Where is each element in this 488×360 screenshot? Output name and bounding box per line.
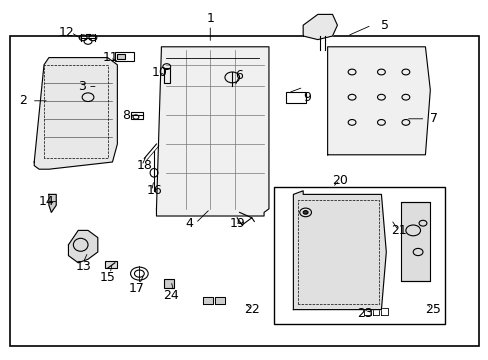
Polygon shape [68,230,98,263]
Bar [10,36,478,346]
Text: 11: 11 [102,51,118,64]
Text: 22: 22 [244,303,260,316]
Text: 4: 4 [185,217,193,230]
Bar [115,52,134,61]
Polygon shape [372,308,379,315]
Text: 17: 17 [129,282,144,294]
Text: 14: 14 [39,195,55,208]
Polygon shape [293,191,386,310]
Text: 6: 6 [234,69,242,82]
Text: 23: 23 [356,307,372,320]
Polygon shape [364,308,370,315]
Polygon shape [381,308,387,315]
Text: 3: 3 [78,80,86,93]
Polygon shape [203,297,212,304]
Polygon shape [34,58,117,169]
Bar [427,301,442,313]
Text: 25: 25 [425,303,440,316]
Text: 1: 1 [206,12,214,25]
Text: 10: 10 [151,66,167,78]
Text: 5: 5 [381,19,388,32]
Polygon shape [156,47,268,216]
Text: 7: 7 [429,112,437,125]
Polygon shape [327,47,429,155]
Bar [285,92,305,103]
Text: 20: 20 [332,174,347,186]
Bar [163,279,173,288]
Polygon shape [215,297,224,304]
Text: 16: 16 [146,184,162,197]
Text: 12: 12 [59,26,74,39]
Bar [117,54,124,59]
Text: 21: 21 [390,224,406,237]
Polygon shape [49,194,56,212]
Polygon shape [303,14,337,40]
Text: 9: 9 [303,91,310,104]
Text: 24: 24 [163,289,179,302]
Bar [131,112,143,119]
Bar [400,202,429,281]
Text: 8: 8 [122,109,130,122]
Text: 19: 19 [229,217,245,230]
Text: 18: 18 [137,159,152,172]
Ellipse shape [303,211,307,214]
Bar [105,261,117,268]
Text: 13: 13 [75,260,91,273]
Bar [273,187,444,324]
Bar [163,68,169,83]
Text: 2: 2 [20,94,27,107]
Text: 15: 15 [100,271,115,284]
